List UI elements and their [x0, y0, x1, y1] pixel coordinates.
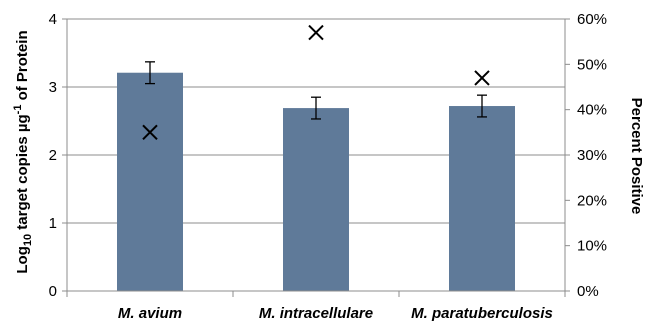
- percent-markers: [142, 24, 490, 141]
- y-axis-title-left: Log10 target copies µg-1 of Protein: [12, 30, 34, 273]
- percent-marker: [474, 70, 490, 86]
- error-bars: [145, 61, 487, 120]
- bar: [449, 106, 515, 291]
- y-tick-label-right: 40%: [577, 102, 607, 119]
- axes: [62, 18, 570, 297]
- y-tick-label-right: 30%: [577, 147, 607, 164]
- y-tick-label-left: 0: [49, 283, 57, 300]
- left-tick-labels: 0 1 2 3 4: [49, 11, 57, 300]
- y-axis-title-superscript: -1: [12, 105, 24, 115]
- y-tick-label-left: 4: [49, 11, 57, 28]
- right-tick-labels: 0% 10% 20% 30% 40% 50% 60%: [577, 11, 607, 300]
- bar-series: [117, 72, 515, 291]
- percent-marker: [142, 124, 158, 141]
- y-axis-title-right: Percent Positive: [628, 98, 645, 215]
- category-label: M. paratuberculosis: [411, 305, 553, 322]
- percent-marker: [308, 24, 324, 41]
- y-axis-title-log: Log: [14, 246, 31, 274]
- category-labels: M. avium M. intracellulare M. paratubercul…: [118, 305, 553, 322]
- y-tick-label-left: 3: [49, 79, 57, 96]
- bar: [283, 108, 349, 291]
- y-axis-title-end: of Protein: [14, 30, 31, 104]
- category-label: M. intracellulare: [259, 305, 373, 322]
- y-tick-label-left: 1: [49, 215, 57, 232]
- y-tick-label-right: 20%: [577, 192, 607, 209]
- y-axis-title-middle: target copies µg: [14, 114, 31, 234]
- y-axis-title-subscript: 10: [22, 234, 34, 246]
- category-label: M. avium: [118, 305, 182, 322]
- y-tick-label-right: 50%: [577, 56, 607, 73]
- y-tick-label-right: 60%: [577, 11, 607, 28]
- y-tick-label-left: 2: [49, 147, 57, 164]
- bar: [117, 72, 183, 291]
- y-tick-label-right: 10%: [577, 238, 607, 255]
- y-tick-label-right: 0%: [577, 283, 599, 300]
